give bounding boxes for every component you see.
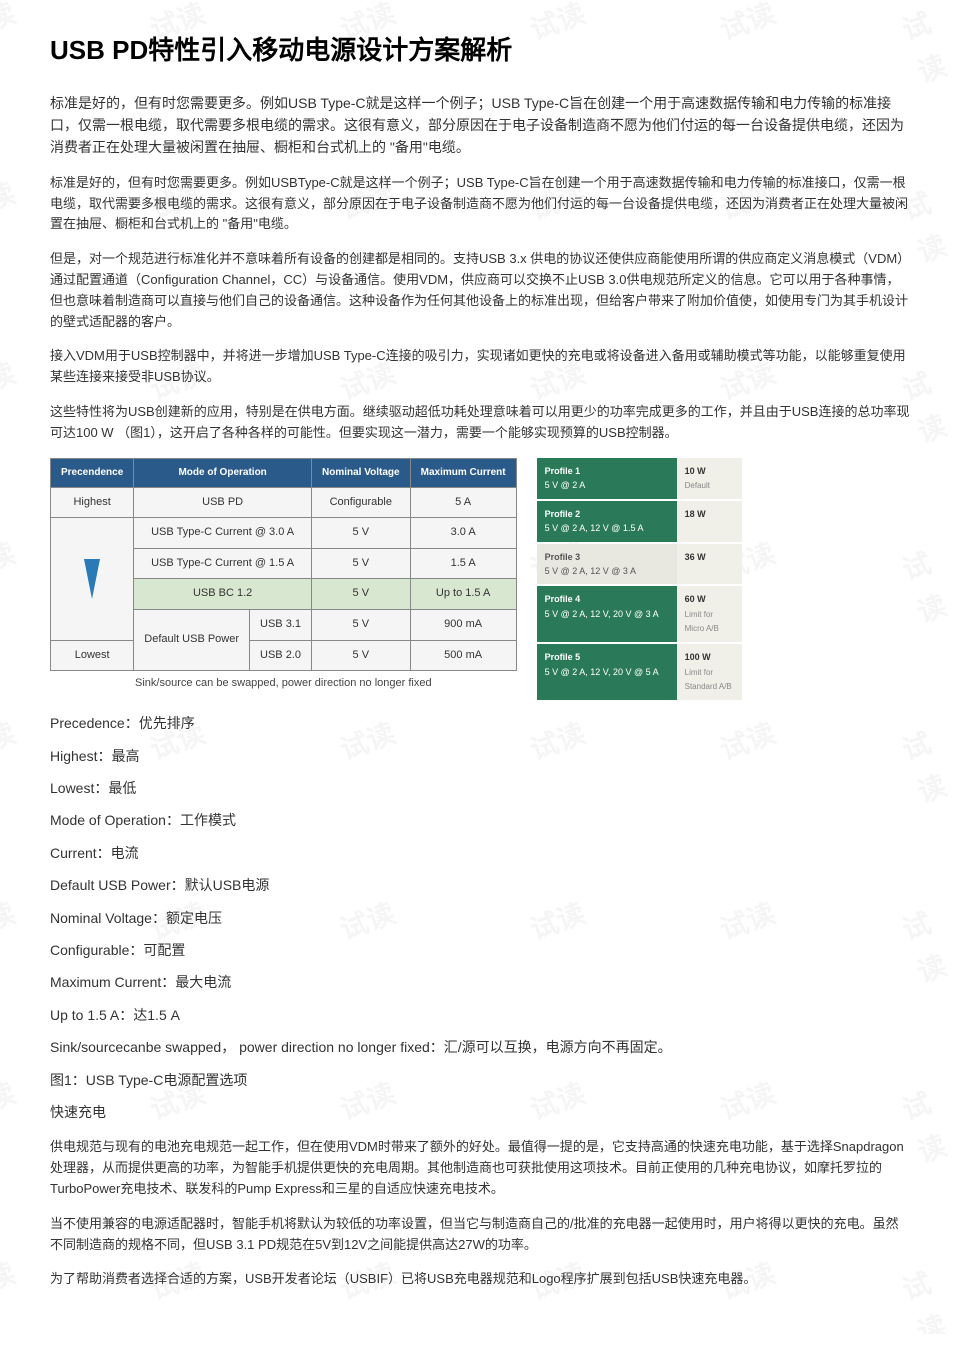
cell: 5 V bbox=[312, 640, 411, 671]
cell: 5 V bbox=[312, 579, 411, 610]
paragraph: 标准是好的，但有时您需要更多。例如USBType-C就是这样一个例子；USB T… bbox=[50, 173, 910, 235]
profile-label: Profile 25 V @ 2 A, 12 V @ 1.5 A bbox=[537, 501, 677, 542]
profile-row: Profile 25 V @ 2 A, 12 V @ 1.5 A 18 W bbox=[537, 501, 742, 542]
definitions-list: Precedence：优先排序 Highest：最高 Lowest：最低 Mode o… bbox=[50, 712, 910, 1091]
th-precedence: Precendence bbox=[51, 458, 134, 487]
precedence-table: Precendence Mode of Operation Nominal Vo… bbox=[50, 458, 517, 672]
paragraph: 标准是好的，但有时您需要更多。例如USB Type-C就是这样一个例子；USB … bbox=[50, 92, 910, 159]
paragraph: 这些特性将为USB创建新的应用，特别是在供电方面。继续驱动超低功耗处理意味着可以… bbox=[50, 402, 910, 444]
profile-row: Profile 35 V @ 2 A, 12 V @ 3 A 36 W bbox=[537, 544, 742, 585]
th-voltage: Nominal Voltage bbox=[312, 458, 411, 487]
page-title: USB PD特性引入移动电源设计方案解析 bbox=[50, 30, 910, 72]
cell: USB 2.0 bbox=[250, 640, 312, 671]
highest-label: Highest bbox=[51, 487, 134, 518]
cell: 3.0 A bbox=[410, 518, 516, 549]
cell: 1.5 A bbox=[410, 548, 516, 579]
profile-power: 60 WLimit for Micro A/B bbox=[677, 586, 742, 642]
cell: USB Type-C Current @ 3.0 A bbox=[134, 518, 312, 549]
cell: 5 V bbox=[312, 518, 411, 549]
th-mode: Mode of Operation bbox=[134, 458, 312, 487]
arrow-cell bbox=[51, 518, 134, 640]
profile-row: Profile 15 V @ 2 A 10 WDefault bbox=[537, 458, 742, 499]
definition-item: Up to 1.5 A：达1.5 A bbox=[50, 1004, 910, 1026]
paragraph: 供电规范与现有的电池充电规范一起工作，但在使用VDM时带来了额外的好处。最值得一… bbox=[50, 1137, 910, 1199]
paragraph: 但是，对一个规范进行标准化并不意味着所有设备的创建都是相同的。支持USB 3.x… bbox=[50, 249, 910, 332]
definition-item: Current：电流 bbox=[50, 842, 910, 864]
profile-label: Profile 35 V @ 2 A, 12 V @ 3 A bbox=[537, 544, 677, 585]
profile-label: Profile 15 V @ 2 A bbox=[537, 458, 677, 499]
definition-item: Lowest：最低 bbox=[50, 777, 910, 799]
paragraph: 为了帮助消费者选择合适的方案，USB开发者论坛（USBIF）已将USB充电器规范… bbox=[50, 1269, 910, 1290]
definition-item: Maximum Current：最大电流 bbox=[50, 971, 910, 993]
cell: USB BC 1.2 bbox=[134, 579, 312, 610]
cell: 5 V bbox=[312, 548, 411, 579]
cell: 500 mA bbox=[410, 640, 516, 671]
definition-item: Configurable：可配置 bbox=[50, 939, 910, 961]
th-current: Maximum Current bbox=[410, 458, 516, 487]
profile-label: Profile 45 V @ 2 A, 12 V, 20 V @ 3 A bbox=[537, 586, 677, 642]
power-profiles: Profile 15 V @ 2 A 10 WDefaultProfile 25… bbox=[537, 458, 742, 703]
cell: Configurable bbox=[312, 487, 411, 518]
profile-power: 10 WDefault bbox=[677, 458, 742, 499]
lowest-label: Lowest bbox=[51, 640, 134, 671]
definition-item: Sink/sourcecanbe swapped， power directio… bbox=[50, 1036, 910, 1058]
definition-item: 图1：USB Type-C电源配置选项 bbox=[50, 1069, 910, 1091]
paragraph: 当不使用兼容的电源适配器时，智能手机将默认为较低的功率设置，但当它与制造商自己的… bbox=[50, 1214, 910, 1256]
arrow-down-icon bbox=[84, 559, 100, 599]
cell: USB 3.1 bbox=[250, 609, 312, 640]
definition-item: Highest：最高 bbox=[50, 745, 910, 767]
profile-label: Profile 55 V @ 2 A, 12 V, 20 V @ 5 A bbox=[537, 644, 677, 700]
definition-item: Default USB Power：默认USB电源 bbox=[50, 874, 910, 896]
cell: USB Type-C Current @ 1.5 A bbox=[134, 548, 312, 579]
profile-power: 18 W bbox=[677, 501, 742, 542]
figure-caption: Sink/source can be swapped, power direct… bbox=[50, 675, 517, 693]
profile-row: Profile 45 V @ 2 A, 12 V, 20 V @ 3 A 60 … bbox=[537, 586, 742, 642]
definition-item: Mode of Operation：工作模式 bbox=[50, 809, 910, 831]
profile-power: 100 WLimit for Standard A/B bbox=[677, 644, 742, 700]
definition-item: Nominal Voltage：额定电压 bbox=[50, 907, 910, 929]
cell: 5 A bbox=[410, 487, 516, 518]
section-heading: 快速充电 bbox=[50, 1101, 910, 1123]
cell: Default USB Power bbox=[134, 609, 250, 670]
figure-1: Precendence Mode of Operation Nominal Vo… bbox=[50, 458, 910, 703]
cell: 5 V bbox=[312, 609, 411, 640]
cell: Up to 1.5 A bbox=[410, 579, 516, 610]
profile-row: Profile 55 V @ 2 A, 12 V, 20 V @ 5 A 100… bbox=[537, 644, 742, 700]
paragraph: 接入VDM用于USB控制器中，并将进一步增加USB Type-C连接的吸引力，实… bbox=[50, 346, 910, 388]
cell: USB PD bbox=[134, 487, 312, 518]
profile-power: 36 W bbox=[677, 544, 742, 585]
cell: 900 mA bbox=[410, 609, 516, 640]
definition-item: Precedence：优先排序 bbox=[50, 712, 910, 734]
